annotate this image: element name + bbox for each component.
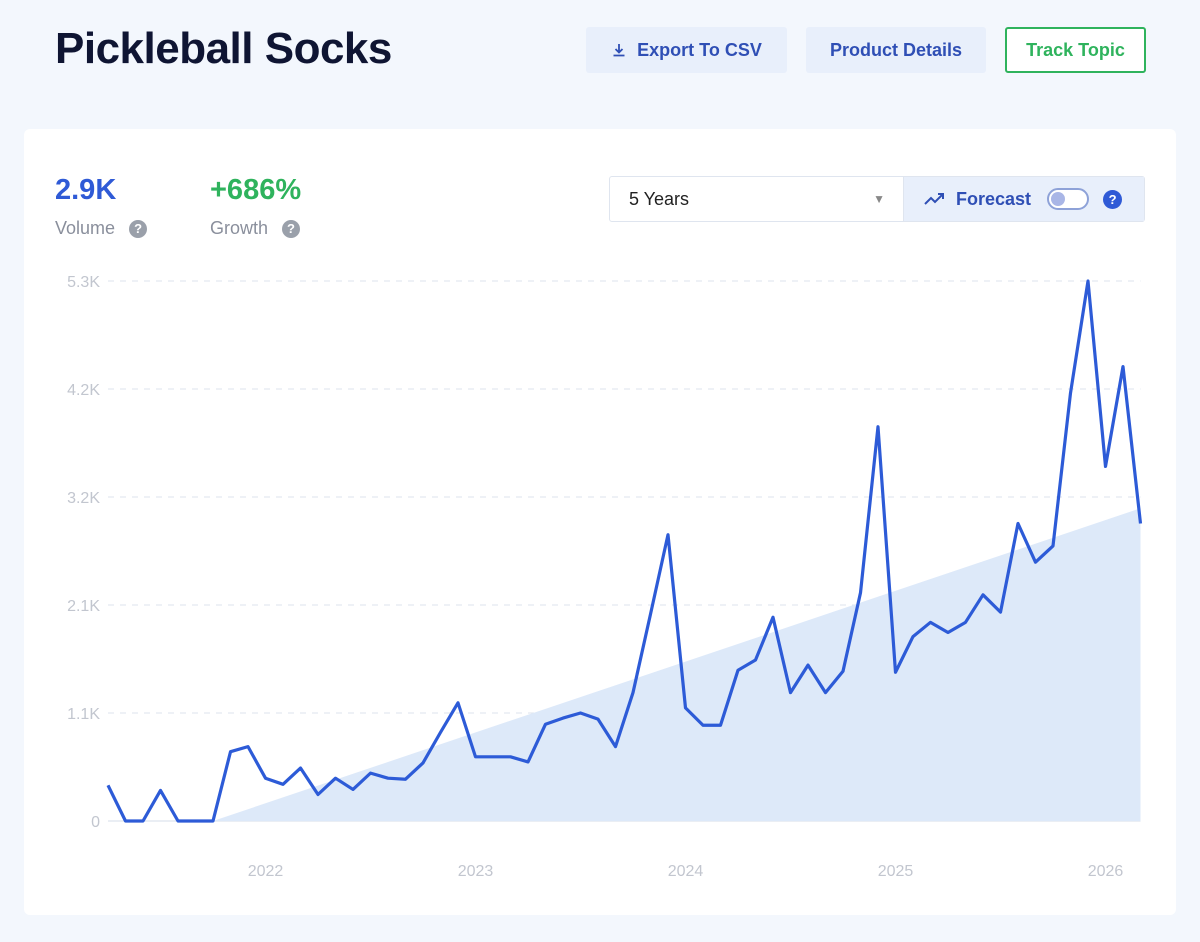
x-tick-label: 2025 bbox=[878, 863, 914, 880]
help-icon[interactable]: ? bbox=[282, 219, 301, 238]
chart-controls: 5 Years ▼ Forecast ? bbox=[609, 176, 1145, 222]
export-csv-label: Export To CSV bbox=[637, 39, 762, 60]
growth-label-row: Growth ? bbox=[210, 218, 301, 239]
volume-label: Volume bbox=[55, 218, 116, 238]
forecast-label: Forecast bbox=[956, 188, 1032, 209]
y-tick-label: 5.3K bbox=[67, 274, 100, 291]
trending-up-icon bbox=[924, 193, 944, 205]
time-range-select[interactable]: 5 Years ▼ bbox=[610, 177, 904, 221]
help-icon[interactable]: ? bbox=[129, 219, 148, 238]
growth-label: Growth bbox=[210, 218, 269, 238]
track-topic-button[interactable]: Track Topic bbox=[1005, 27, 1146, 73]
help-icon[interactable]: ? bbox=[1103, 189, 1123, 209]
x-tick-label: 2022 bbox=[248, 863, 284, 880]
y-tick-label: 2.1K bbox=[67, 598, 100, 615]
x-tick-label: 2024 bbox=[668, 863, 704, 880]
volume-line bbox=[106, 279, 1143, 823]
volume-value: 2.9K bbox=[55, 174, 117, 206]
growth-value: +686% bbox=[210, 174, 302, 206]
trend-area bbox=[213, 508, 1141, 821]
time-range-value: 5 Years bbox=[629, 188, 690, 209]
y-tick-label: 4.2K bbox=[67, 382, 100, 399]
volume-label-row: Volume ? bbox=[55, 218, 148, 239]
y-tick-label: 1.1K bbox=[67, 706, 100, 723]
x-tick-label: 2023 bbox=[458, 863, 494, 880]
y-tick-label: 0 bbox=[91, 814, 100, 831]
chart-card: 2.9K Volume ? +686% Growth ? 5 Years ▼ F… bbox=[24, 129, 1176, 915]
export-csv-button[interactable]: Export To CSV bbox=[586, 27, 787, 73]
forecast-toggle[interactable] bbox=[1047, 188, 1090, 210]
caret-down-icon: ▼ bbox=[873, 192, 885, 206]
download-icon bbox=[613, 44, 625, 57]
forecast-control: Forecast ? bbox=[904, 177, 1144, 221]
page-title: Pickleball Socks bbox=[55, 24, 392, 73]
y-tick-label: 3.2K bbox=[67, 490, 100, 507]
product-details-button[interactable]: Product Details bbox=[806, 27, 986, 73]
x-tick-label: 2026 bbox=[1088, 863, 1124, 880]
volume-chart: 0 1.1K 2.1K 3.2K 4.2K 5.3K 2022 2023 2024 2025 202… bbox=[67, 274, 1143, 880]
